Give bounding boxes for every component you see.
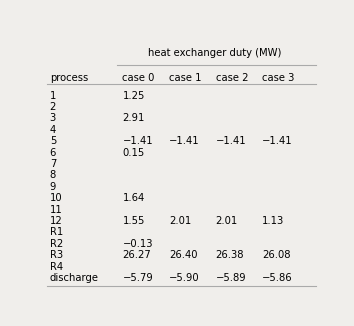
Text: 26.27: 26.27 [122,250,151,260]
Text: 1.13: 1.13 [262,216,285,226]
Text: 2.01: 2.01 [169,216,191,226]
Text: 3: 3 [50,113,56,123]
Text: 10: 10 [50,193,62,203]
Text: −1.41: −1.41 [169,136,200,146]
Text: 7: 7 [50,159,56,169]
Text: case 2: case 2 [216,73,248,83]
Text: 5: 5 [50,136,56,146]
Text: 26.38: 26.38 [216,250,244,260]
Text: 6: 6 [50,148,56,157]
Text: −5.79: −5.79 [122,273,153,283]
Text: 8: 8 [50,170,56,180]
Text: R4: R4 [50,261,63,272]
Text: −1.41: −1.41 [122,136,153,146]
Text: −5.86: −5.86 [262,273,293,283]
Text: 2: 2 [50,102,56,112]
Text: 1.64: 1.64 [122,193,145,203]
Text: R3: R3 [50,250,63,260]
Text: −1.41: −1.41 [216,136,246,146]
Text: 26.08: 26.08 [262,250,291,260]
Text: 1.25: 1.25 [122,91,145,101]
Text: discharge: discharge [50,273,99,283]
Text: −5.90: −5.90 [169,273,200,283]
Text: −1.41: −1.41 [262,136,293,146]
Text: 2.91: 2.91 [122,113,145,123]
Text: 12: 12 [50,216,63,226]
Text: −0.13: −0.13 [122,239,153,249]
Text: heat exchanger duty (MW): heat exchanger duty (MW) [148,48,281,58]
Text: 11: 11 [50,205,63,215]
Text: R1: R1 [50,227,63,237]
Text: case 0: case 0 [122,73,155,83]
Text: case 3: case 3 [262,73,295,83]
Text: −5.89: −5.89 [216,273,246,283]
Text: 0.15: 0.15 [122,148,145,157]
Text: 9: 9 [50,182,56,192]
Text: 1: 1 [50,91,56,101]
Text: 1.55: 1.55 [122,216,145,226]
Text: 2.01: 2.01 [216,216,238,226]
Text: 26.40: 26.40 [169,250,198,260]
Text: 4: 4 [50,125,56,135]
Text: case 1: case 1 [169,73,201,83]
Text: process: process [50,73,88,83]
Text: R2: R2 [50,239,63,249]
